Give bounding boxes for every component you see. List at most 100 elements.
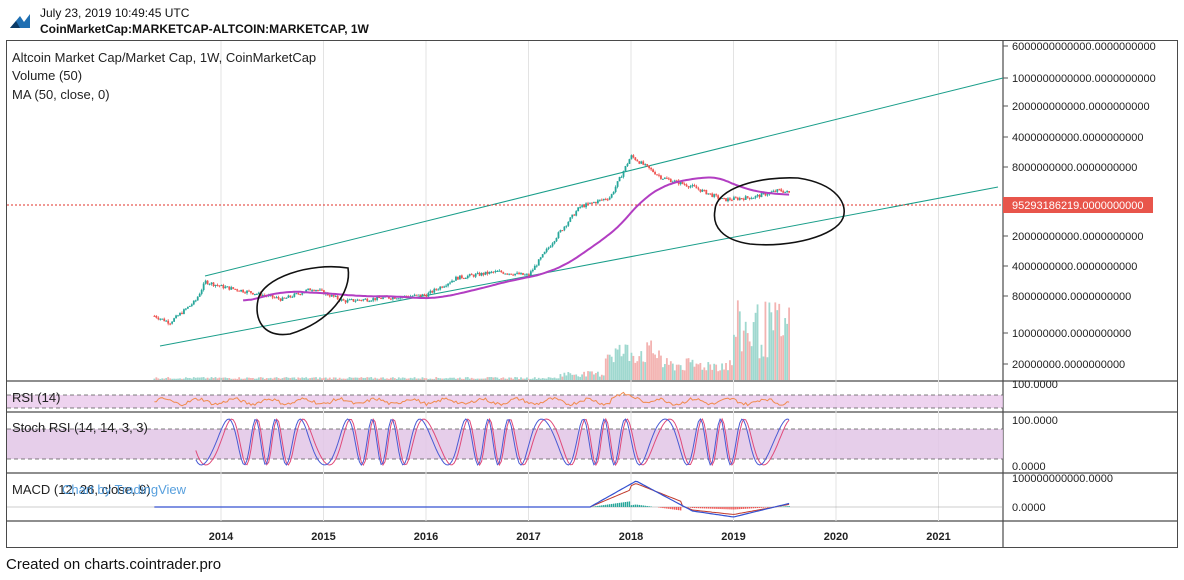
volume-bar [466,377,469,380]
volume-bar [395,378,398,380]
stoch-k-line [195,417,790,466]
volume-bar [691,359,694,380]
volume-bar [660,355,662,380]
volume-bar [683,370,686,380]
price-axis: 6000000000000.0000000000 1000000000000.00… [1003,41,1156,371]
volume-bar [435,377,438,380]
volume-bar [214,377,217,380]
volume-bar [687,358,690,380]
x-tick-2018: 2018 [619,531,643,543]
candle-body [602,198,605,200]
candle-body [457,276,459,280]
volume-bar [407,378,410,380]
volume-bar [498,378,501,380]
volume-bar [632,355,635,380]
volume-bars [153,300,790,380]
candle-body [352,299,355,302]
candle-body [734,197,737,199]
volume-bar [693,366,696,380]
candle-body [764,193,767,196]
candle-body [313,290,315,292]
candle-body [721,198,723,200]
macd-hist-bar [717,507,719,509]
candle-body [153,315,156,317]
candle-body [309,288,311,291]
volume-bar [309,378,311,380]
volume-bar [786,323,789,380]
candle-body [165,320,168,322]
volume-bar [734,336,737,380]
volume-bar [368,377,371,380]
candle-body [330,294,333,297]
volume-bar [644,362,647,380]
volume-bar [569,373,572,380]
volume-bar [738,311,741,380]
volume-bar [748,341,751,380]
candle-body [581,205,584,207]
volume-bar [257,377,260,380]
y-tick-label: 200000000000.0000000000 [1012,101,1150,113]
candle-body [559,230,562,233]
candle-body [277,297,280,299]
macd-hist-bar [610,503,613,507]
volume-bar [155,377,158,380]
candle-body [395,298,398,300]
candle-body [252,292,254,295]
candle-body [232,287,235,289]
volume-bar [283,377,286,380]
rsi-pane: RSI (14) 100.0000 [7,379,1058,409]
macd-hist-bar [628,501,631,507]
volume-bar [163,378,166,380]
volume-bar [332,377,335,380]
candle-body [431,290,434,293]
volume-bar [255,378,258,380]
candle-body [693,185,696,187]
candle-body [427,292,430,297]
volume-bar [612,362,615,380]
macd-hist-bar [644,505,646,507]
volume-bar [620,356,623,380]
volume-bar [289,378,292,380]
volume-bar [602,375,605,380]
candle-body [421,294,424,297]
macd-hist-bar [597,505,599,507]
volume-bar [669,361,672,380]
candle-body [614,186,617,192]
volume-bar [656,358,658,380]
volume-bar [248,377,250,380]
candle-body [364,298,367,300]
candle-body [299,293,302,295]
candle-body [413,294,416,296]
volume-bar [186,377,189,380]
volume-bar [685,358,688,380]
volume-bar [654,354,656,380]
volume-bar [559,374,562,380]
rsi-line [154,391,790,407]
volume-bar [366,377,369,380]
candle-body [713,194,716,197]
candle-body [295,293,298,295]
volume-bar [423,378,426,380]
candle-body [494,271,497,273]
volume-bar [303,377,306,380]
volume-bar [346,378,349,380]
volume-bar [330,378,333,380]
macd-hist-bar [664,507,666,509]
candle-body [334,295,337,297]
volume-bar [626,344,629,380]
volume-bar [514,377,516,380]
volume-bar [652,353,654,380]
volume-bar [600,374,603,380]
volume-bar [516,377,518,380]
candle-body [754,195,757,198]
candle-body [788,191,790,193]
macd-hist-bar [630,505,633,507]
volume-bar [202,377,205,380]
candle-body [707,193,710,195]
macd-hist-bar [713,507,715,509]
candle-body [723,198,725,200]
candle-body [370,300,373,302]
candle-body [307,288,310,290]
candle-body [691,185,694,187]
